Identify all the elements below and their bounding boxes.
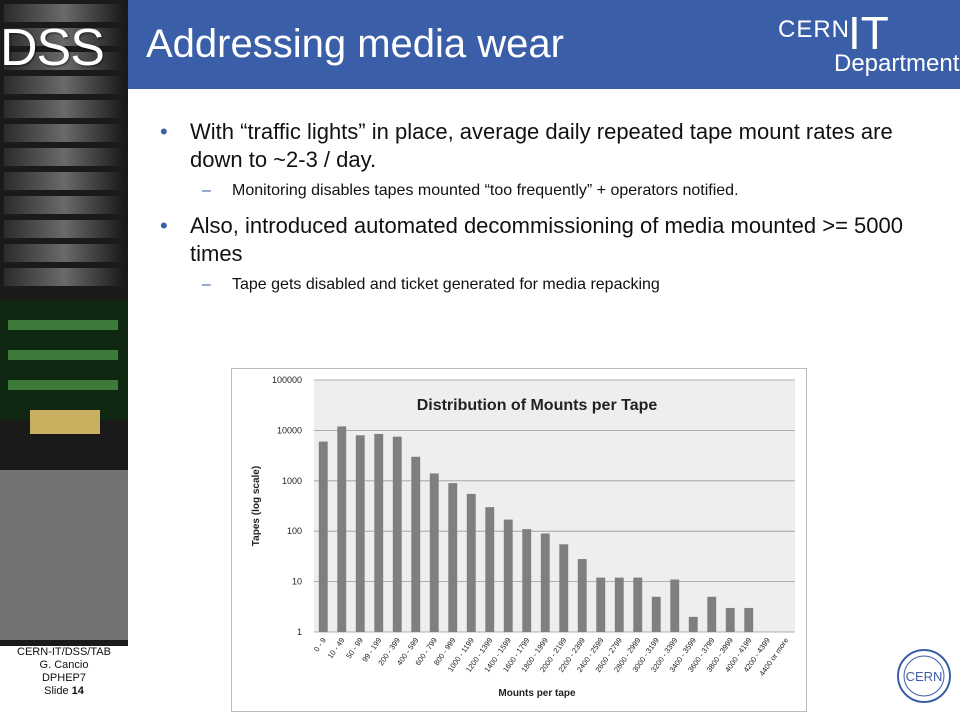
sub-bullet-1: – Monitoring disables tapes mounted “too …	[202, 182, 739, 199]
y-tick-label: 10000	[277, 425, 302, 435]
bullet-1: • With “traffic lights” in place, average…	[160, 119, 893, 172]
bar	[318, 441, 328, 632]
bar	[688, 616, 698, 632]
bar	[614, 577, 624, 632]
bar	[559, 544, 569, 632]
plot-area	[314, 380, 795, 632]
bar	[448, 483, 458, 632]
chart-title: Distribution of Mounts per Tape	[417, 397, 658, 414]
y-tick-label: 1000	[282, 476, 302, 486]
bar	[540, 533, 550, 632]
bar	[522, 529, 532, 632]
footer-line-1: CERN-IT/DSS/TAB	[17, 646, 111, 658]
bar	[392, 436, 402, 632]
sub-bullet-2: – Tape gets disabled and ticket generated…	[202, 276, 660, 293]
y-axis-label: Tapes (log scale)	[251, 466, 262, 546]
y-tick-label: 100000	[272, 375, 302, 385]
cern-badge-logo: CERN	[897, 649, 951, 703]
bar	[596, 577, 606, 632]
footer-line-3: DPHEP7	[41, 672, 87, 684]
bar	[374, 433, 384, 632]
footer-slide-number: Slide 14	[44, 685, 84, 697]
bar	[355, 435, 365, 632]
bar	[577, 559, 587, 632]
slide-title: Addressing media wear	[146, 22, 564, 66]
bar	[503, 519, 513, 632]
logo-dept-text: Department	[834, 50, 960, 77]
slide-footer: CERN-IT/DSS/TAB G. Cancio DPHEP7 Slide 1…	[0, 646, 128, 720]
dss-brand: DSS	[0, 19, 105, 77]
bullet-2: • Also, introduced automated decommission…	[160, 213, 903, 266]
header-bar: Addressing media wear CERN IT Department	[128, 0, 960, 89]
bar	[337, 426, 347, 632]
logo-cern-text: CERN	[778, 16, 851, 43]
y-tick-label: 1	[297, 627, 302, 637]
bullet-list: • With “traffic lights” in place, average…	[160, 118, 940, 306]
y-tick-label: 100	[287, 526, 302, 536]
bar	[670, 579, 680, 632]
footer-line-2: G. Cancio	[39, 659, 89, 671]
logo-it-text: IT	[848, 7, 889, 59]
bar	[429, 473, 439, 632]
y-tick-label: 10	[292, 577, 302, 587]
bar	[466, 493, 476, 632]
badge-label: CERN	[906, 669, 943, 684]
bar	[707, 596, 717, 632]
bar	[633, 577, 643, 632]
bar	[651, 596, 661, 632]
side-photo-panel: DSS	[0, 0, 128, 720]
x-axis-label: Mounts per tape	[498, 688, 576, 699]
bar	[411, 456, 421, 632]
cern-it-logo: CERN IT Department	[778, 7, 960, 80]
server-rack-image	[0, 0, 128, 720]
bar	[725, 607, 735, 632]
bar	[744, 607, 754, 632]
bar	[485, 507, 495, 632]
